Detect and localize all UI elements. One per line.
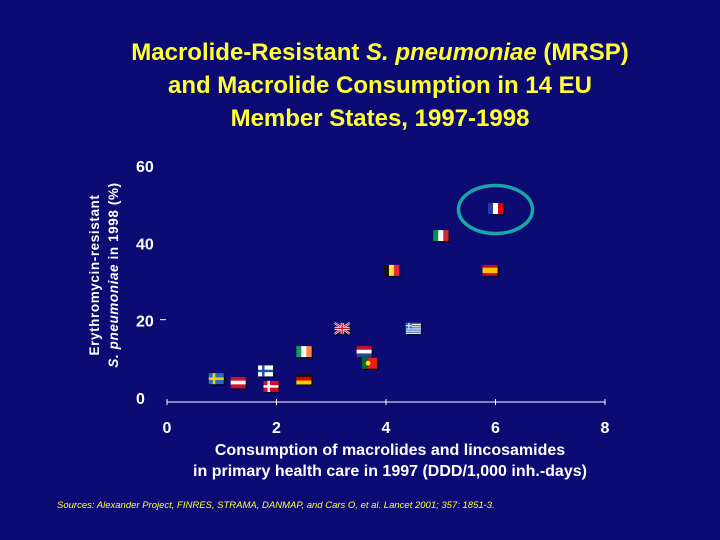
title-line1-italic: S. pneumoniae	[366, 39, 537, 66]
data-point-germany-flag-icon	[296, 373, 313, 386]
x-axis-label-line2: in primary health care in 1997 (DDD/1,00…	[193, 463, 587, 480]
source-note: Sources: Alexander Project, FINRES, STRA…	[57, 500, 495, 511]
data-point-greece-flag-icon	[405, 322, 423, 336]
y-tick-label-60: 60	[136, 159, 154, 176]
y-tick-label-0: 0	[136, 391, 145, 408]
data-point-ireland-flag-icon	[296, 346, 313, 359]
x-axis-label: Consumption of macrolides and lincosamid…	[160, 440, 620, 482]
x-tick-label-0: 0	[163, 420, 172, 437]
title-line1-prefix: Macrolide-Resistant	[131, 39, 367, 66]
data-point-france-flag-icon	[488, 203, 505, 216]
highlight-circle	[456, 183, 535, 236]
data-point-finland-flag-icon	[258, 365, 275, 378]
data-point-belgium-flag-icon	[383, 264, 401, 278]
x-tick-label-6: 6	[491, 420, 500, 437]
y-tick-label-40: 40	[136, 236, 154, 253]
x-tick-label-8: 8	[601, 420, 610, 437]
x-axis-label-line1: Consumption of macrolides and lincosamid…	[214, 442, 566, 459]
title-line1-suffix: (MRSP)	[536, 39, 629, 66]
data-point-portugal-flag-icon	[362, 357, 379, 371]
data-point-italy-flag-icon	[433, 230, 450, 243]
data-point-united-kingdom-flag-icon	[334, 322, 352, 336]
data-point-austria-flag-icon	[230, 377, 248, 390]
title-line3: Member States, 1997-1998	[230, 105, 530, 132]
title-line2: and Macrolide Consumption in 14 EU	[167, 72, 593, 99]
data-point-sweden-flag-icon	[208, 373, 226, 386]
chart-title: Macrolide-Resistant S. pneumoniae (MRSP)…	[60, 36, 700, 135]
data-point-denmark-flag-icon	[263, 380, 281, 394]
x-tick-label-2: 2	[272, 420, 281, 437]
data-point-netherlands-flag-icon	[356, 346, 374, 359]
data-point-spain-flag-icon	[482, 264, 500, 278]
y-tick-label-20: 20	[136, 314, 154, 331]
x-tick-label-4: 4	[382, 420, 391, 437]
